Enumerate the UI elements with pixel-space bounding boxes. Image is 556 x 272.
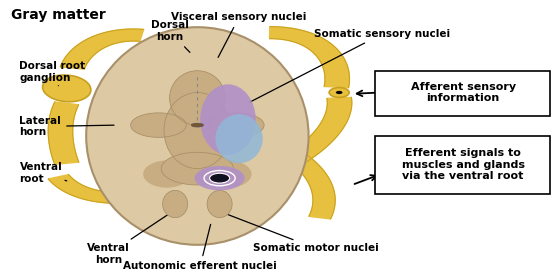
- Polygon shape: [270, 27, 349, 88]
- Polygon shape: [60, 29, 143, 69]
- Text: Efferent signals to
muscles and glands
via the ventral root: Efferent signals to muscles and glands v…: [401, 148, 525, 181]
- Text: Dorsal root
ganglion: Dorsal root ganglion: [19, 61, 86, 86]
- Text: Somatic motor nuclei: Somatic motor nuclei: [228, 215, 379, 254]
- Circle shape: [336, 91, 342, 94]
- Ellipse shape: [131, 113, 186, 137]
- Polygon shape: [287, 97, 352, 161]
- Ellipse shape: [191, 123, 203, 127]
- Ellipse shape: [195, 166, 245, 190]
- Polygon shape: [288, 155, 335, 219]
- Ellipse shape: [43, 75, 91, 102]
- FancyBboxPatch shape: [375, 136, 550, 194]
- Ellipse shape: [161, 152, 234, 185]
- Text: Ventral
horn: Ventral horn: [87, 215, 167, 265]
- Circle shape: [210, 173, 230, 183]
- Polygon shape: [48, 175, 145, 203]
- Text: Autonomic efferent nuclei: Autonomic efferent nuclei: [123, 224, 277, 271]
- Text: Afferent sensory
information: Afferent sensory information: [410, 82, 516, 103]
- Ellipse shape: [86, 27, 309, 245]
- Text: Visceral sensory nuclei: Visceral sensory nuclei: [171, 12, 307, 57]
- Text: Lateral
horn: Lateral horn: [19, 116, 114, 137]
- Circle shape: [329, 88, 349, 97]
- Ellipse shape: [200, 84, 256, 155]
- Text: Somatic sensory nuclei: Somatic sensory nuclei: [250, 29, 450, 102]
- Ellipse shape: [207, 190, 232, 218]
- Ellipse shape: [143, 160, 190, 188]
- Text: Ventral
root: Ventral root: [19, 162, 67, 184]
- Ellipse shape: [216, 114, 263, 163]
- FancyBboxPatch shape: [375, 71, 550, 116]
- Text: Dorsal
horn: Dorsal horn: [151, 20, 190, 52]
- Polygon shape: [48, 102, 79, 164]
- Ellipse shape: [205, 160, 251, 188]
- Ellipse shape: [164, 92, 231, 169]
- Text: Gray matter: Gray matter: [11, 8, 106, 22]
- Ellipse shape: [208, 113, 264, 137]
- Ellipse shape: [170, 71, 225, 125]
- Ellipse shape: [163, 190, 188, 218]
